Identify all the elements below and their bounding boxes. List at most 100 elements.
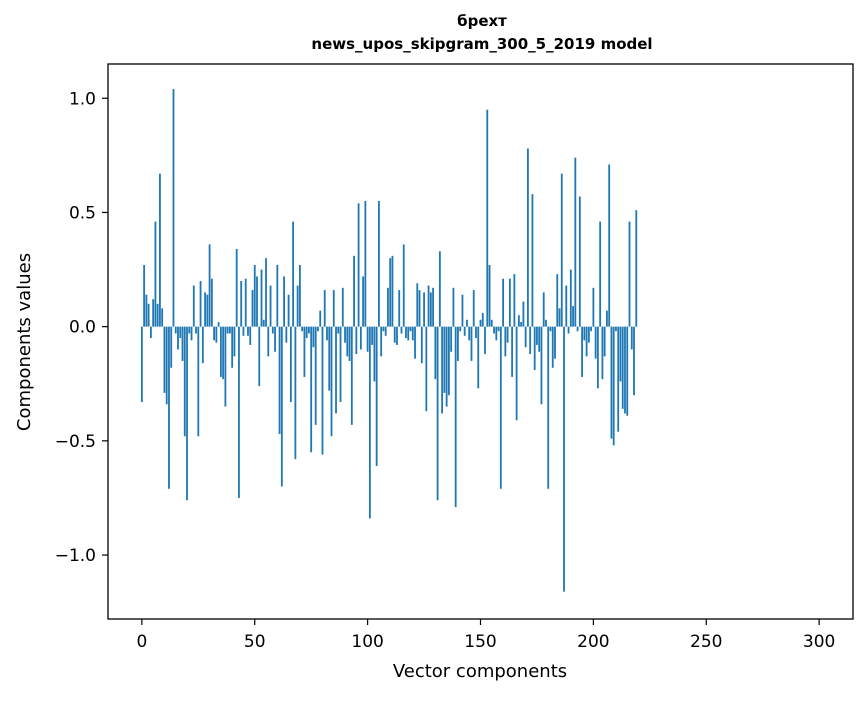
bar xyxy=(210,278,213,327)
bar xyxy=(321,326,324,455)
bar xyxy=(630,326,633,350)
bar xyxy=(287,294,290,327)
y-tick-label: 0.0 xyxy=(69,318,96,338)
y-tick-label: 0.5 xyxy=(69,203,96,223)
bar xyxy=(154,221,157,327)
bar xyxy=(149,326,152,339)
bar xyxy=(443,326,446,393)
bar xyxy=(317,326,319,332)
bar xyxy=(168,326,170,489)
bar xyxy=(619,326,622,382)
x-tick-label: 300 xyxy=(803,632,835,652)
bar xyxy=(249,326,252,345)
bar xyxy=(312,326,315,348)
bar xyxy=(538,326,541,352)
bar xyxy=(513,274,516,327)
bar xyxy=(233,326,236,357)
bar xyxy=(179,326,182,339)
bar xyxy=(470,326,473,361)
bar xyxy=(310,326,313,453)
bar xyxy=(423,292,425,327)
bar xyxy=(621,326,624,409)
bar xyxy=(635,210,638,327)
bar xyxy=(490,319,493,327)
bar xyxy=(337,326,340,334)
bar xyxy=(362,276,365,327)
bar xyxy=(603,326,606,357)
bar xyxy=(384,326,387,336)
bar xyxy=(463,326,466,336)
bar xyxy=(314,326,317,425)
bar xyxy=(147,303,150,327)
bar xyxy=(450,326,453,352)
bar xyxy=(594,326,597,359)
bar xyxy=(161,308,164,327)
bar xyxy=(208,244,211,327)
bar xyxy=(222,326,225,380)
bar xyxy=(215,326,218,343)
bar xyxy=(405,326,407,339)
bar xyxy=(308,326,310,334)
bar xyxy=(391,255,394,327)
bar xyxy=(563,326,565,592)
bar xyxy=(452,287,455,327)
bar xyxy=(504,326,507,357)
bar xyxy=(484,326,486,355)
bar xyxy=(407,326,410,341)
bar xyxy=(606,310,608,327)
bar xyxy=(240,280,243,327)
bar xyxy=(163,326,166,393)
bar xyxy=(344,326,346,343)
bar xyxy=(565,285,568,327)
bar xyxy=(418,290,421,327)
bar xyxy=(508,278,511,327)
bar xyxy=(378,201,380,327)
bar xyxy=(587,326,590,343)
bar xyxy=(400,326,403,334)
bar xyxy=(283,276,285,327)
bar xyxy=(454,326,457,508)
bar xyxy=(402,244,405,327)
bar xyxy=(495,326,498,341)
bar xyxy=(628,221,631,327)
bar xyxy=(199,280,202,327)
bar xyxy=(251,290,254,327)
bar xyxy=(441,326,444,414)
bar xyxy=(466,319,468,327)
bar xyxy=(551,326,554,368)
bar xyxy=(355,326,358,355)
bar xyxy=(244,278,247,327)
bar xyxy=(229,326,231,334)
bar xyxy=(468,326,471,341)
bar xyxy=(292,221,295,327)
bar xyxy=(479,319,482,327)
bar xyxy=(140,326,143,403)
bar xyxy=(231,326,234,368)
bar xyxy=(531,194,534,327)
x-tick-label: 50 xyxy=(244,632,266,652)
bar xyxy=(278,326,281,434)
bar xyxy=(398,290,401,327)
bar xyxy=(328,326,331,391)
plot-frame xyxy=(107,63,854,620)
bar xyxy=(201,326,204,364)
bar xyxy=(197,326,200,437)
x-axis-label: Vector components xyxy=(393,661,567,682)
bar xyxy=(346,326,349,357)
bar xyxy=(159,173,161,327)
bar xyxy=(522,301,525,327)
bar xyxy=(592,287,595,327)
bar xyxy=(267,326,270,357)
bar xyxy=(332,290,335,327)
y-tick-label: −1.0 xyxy=(55,546,96,566)
bar xyxy=(190,326,193,341)
bar xyxy=(558,308,561,327)
bar xyxy=(459,326,462,332)
bar xyxy=(506,326,509,343)
x-tick-label: 200 xyxy=(577,632,609,652)
bar xyxy=(256,276,258,327)
bar xyxy=(596,326,599,389)
bar xyxy=(414,326,416,359)
bar xyxy=(238,326,240,498)
bar xyxy=(380,326,383,357)
